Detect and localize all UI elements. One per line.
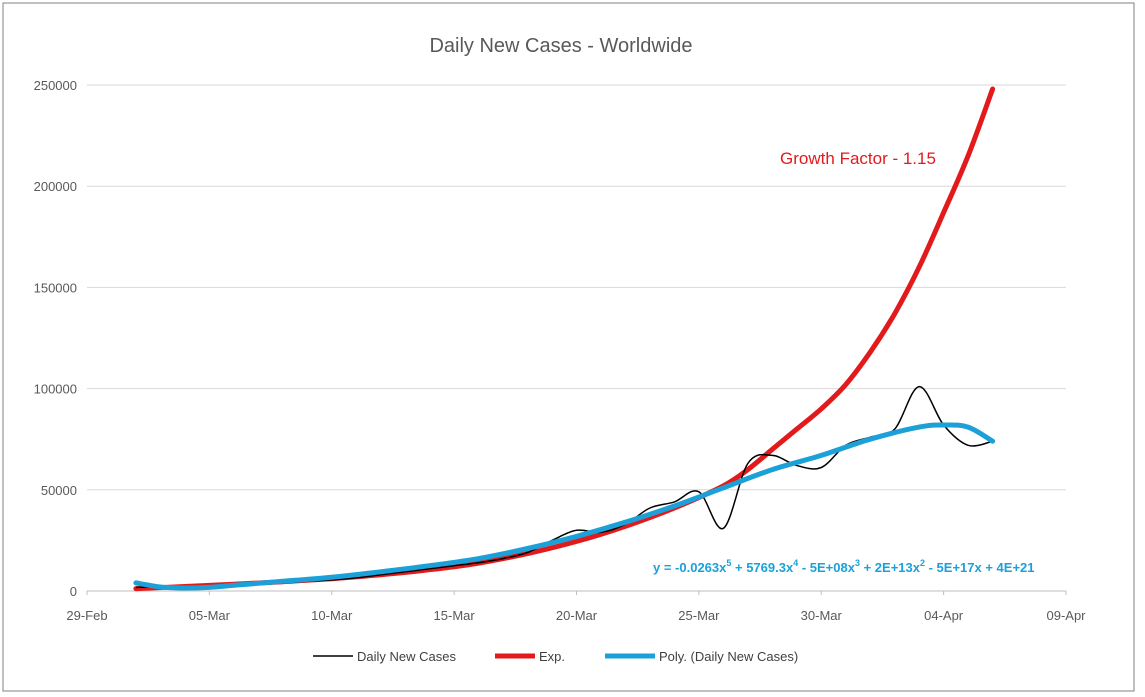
y-tick-label: 100000 <box>34 382 77 397</box>
x-tick-label: 15-Mar <box>434 608 476 623</box>
growth-factor-annotation: Growth Factor - 1.15 <box>780 149 936 168</box>
legend-label-daily: Daily New Cases <box>357 649 456 664</box>
legend-label-poly: Poly. (Daily New Cases) <box>659 649 798 664</box>
series-poly-line <box>133 422 996 591</box>
x-tick-label: 20-Mar <box>556 608 598 623</box>
x-tick-label: 05-Mar <box>189 608 231 623</box>
legend: Daily New Cases Exp. Poly. (Daily New Ca… <box>313 649 798 664</box>
x-axis-ticks: 29-Feb 05-Mar 10-Mar 15-Mar 20-Mar 25-Mar 30-M… <box>66 591 1086 623</box>
trendline-equation: y = -0.0263x5 + 5769.3x4 - 5E+08x3 + 2E+… <box>653 558 1035 575</box>
y-tick-label: 200000 <box>34 179 77 194</box>
y-tick-label: 50000 <box>41 483 77 498</box>
x-tick-label: 09-Apr <box>1046 608 1086 623</box>
y-tick-label: 0 <box>70 584 77 599</box>
gridlines <box>87 84 1066 491</box>
x-tick-label: 04-Apr <box>924 608 964 623</box>
legend-label-exp: Exp. <box>539 649 565 664</box>
x-tick-label: 10-Mar <box>311 608 353 623</box>
chart-frame <box>2 2 1135 692</box>
y-tick-label: 250000 <box>34 78 77 93</box>
chart-title: Daily New Cases - Worldwide <box>429 35 692 57</box>
x-tick-label: 29-Feb <box>66 608 107 623</box>
x-tick-label: 30-Mar <box>801 608 843 623</box>
y-tick-label: 150000 <box>34 280 77 295</box>
x-tick-label: 25-Mar <box>678 608 720 623</box>
y-axis-ticks: 0 50000 100000 150000 200000 250000 <box>34 78 77 599</box>
